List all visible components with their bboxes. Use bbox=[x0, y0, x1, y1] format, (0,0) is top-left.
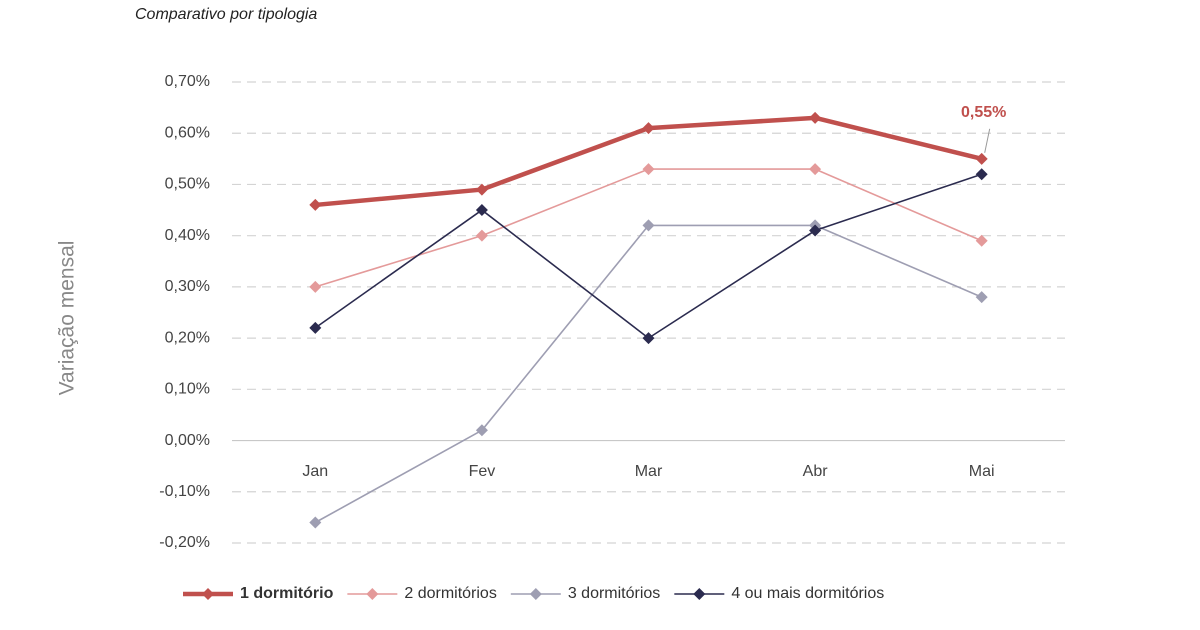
series-marker bbox=[309, 198, 322, 211]
series-marker bbox=[642, 219, 655, 232]
y-tick-label: 0,40% bbox=[165, 227, 210, 244]
series-marker bbox=[642, 122, 655, 135]
y-tick-label: 0,70% bbox=[165, 73, 210, 90]
legend-marker bbox=[202, 588, 214, 600]
x-tick-label: Jan bbox=[302, 463, 328, 480]
x-tick-label: Mar bbox=[635, 463, 663, 480]
series-marker bbox=[309, 321, 322, 334]
series-marker bbox=[975, 152, 988, 165]
series-marker bbox=[309, 516, 322, 529]
legend-marker bbox=[693, 588, 706, 600]
series-marker bbox=[809, 111, 822, 124]
label-leader bbox=[984, 128, 991, 153]
data-label: 0,55% bbox=[961, 104, 1006, 121]
x-tick-label: Fev bbox=[469, 463, 496, 480]
series-marker bbox=[642, 163, 655, 176]
series-marker bbox=[975, 234, 988, 247]
legend-label: 4 ou mais dormitórios bbox=[731, 585, 884, 602]
series-marker bbox=[475, 204, 488, 217]
y-tick-label: 0,10% bbox=[165, 381, 210, 398]
y-tick-label: -0,10% bbox=[159, 483, 210, 500]
series-marker bbox=[475, 183, 488, 196]
y-axis-label: Variação mensal bbox=[56, 241, 79, 396]
series-marker bbox=[475, 229, 488, 242]
legend-label: 1 dormitório bbox=[240, 585, 334, 602]
y-tick-label: 0,20% bbox=[165, 329, 210, 346]
series-marker bbox=[475, 424, 488, 437]
legend-label: 2 dormitórios bbox=[404, 585, 496, 602]
y-tick-label: 0,00% bbox=[165, 432, 210, 449]
y-tick-label: -0,20% bbox=[159, 534, 210, 551]
series-marker bbox=[975, 291, 988, 304]
y-tick-label: 0,30% bbox=[165, 278, 210, 295]
legend-label: 3 dormitórios bbox=[568, 585, 660, 602]
y-tick-label: 0,60% bbox=[165, 124, 210, 141]
y-tick-label: 0,50% bbox=[165, 176, 210, 193]
x-tick-label: Mai bbox=[969, 463, 995, 480]
legend-marker bbox=[529, 588, 542, 600]
series-marker bbox=[975, 168, 988, 181]
chart-title: Comparativo por tipologia bbox=[135, 6, 317, 23]
series-marker bbox=[642, 332, 655, 345]
legend-marker bbox=[366, 588, 379, 600]
series-marker bbox=[809, 224, 822, 237]
series-marker bbox=[309, 280, 322, 293]
x-tick-label: Abr bbox=[803, 463, 829, 480]
series-marker bbox=[809, 163, 822, 176]
